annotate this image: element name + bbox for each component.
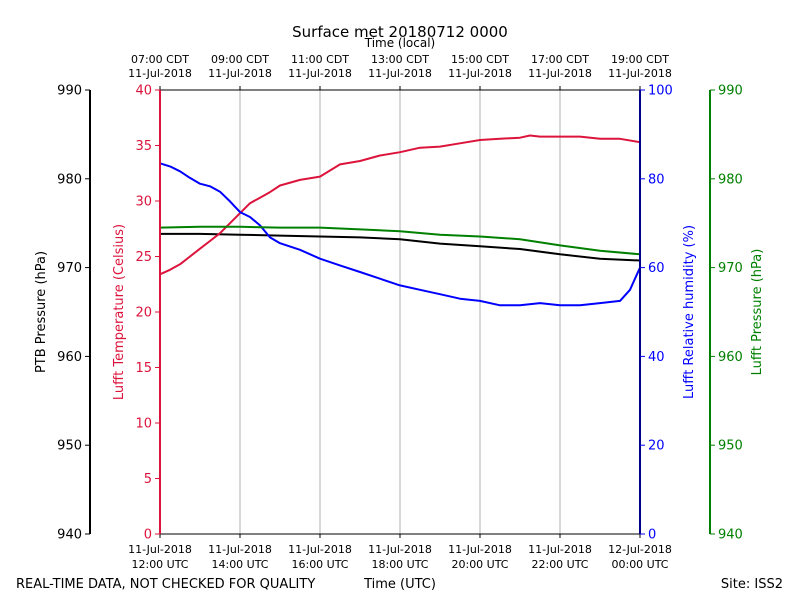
x-tick-label-local-time: 07:00 CDT [131,53,189,66]
temp-tick-label: 30 [135,195,152,210]
rh-tick-label: 60 [648,261,665,276]
x-tick-label-local-date: 11-Jul-2018 [288,67,352,80]
ptb-tick-label: 970 [57,261,82,276]
grid [239,90,561,534]
x-tick-label-local-time: 15:00 CDT [451,53,509,66]
lufft_p-tick-label: 990 [718,84,743,99]
ptb-tick-label: 980 [57,172,82,187]
x-tick-label-utc-time: 22:00 UTC [531,558,588,571]
x-tick-label-utc-time: 20:00 UTC [451,558,508,571]
lufft_p-tick-label: 960 [718,350,743,365]
temp-tick-label: 15 [135,361,152,376]
lufft_p-tick-label: 940 [718,528,743,543]
x-tick-label-local-date: 11-Jul-2018 [368,67,432,80]
x-tick-label-utc-date: 11-Jul-2018 [288,543,352,556]
rh-tick-label: 40 [648,350,665,365]
x-tick-label-local-date: 11-Jul-2018 [448,67,512,80]
ptb-tick-label: 950 [57,439,82,454]
x-tick-label-local-time: 17:00 CDT [531,53,589,66]
rh-tick-label: 100 [648,84,673,99]
x-tick-label-utc-time: 12:00 UTC [131,558,188,571]
chart-title: Surface met 20180712 0000 [292,23,508,41]
rh-axis-label: Lufft Relative humidity (%) [682,225,697,399]
rh-tick-label: 0 [648,528,656,543]
x-tick-label-utc-time: 16:00 UTC [291,558,348,571]
x-tick-label-local-time: 13:00 CDT [371,53,429,66]
temp-tick-label: 20 [135,306,152,321]
x-tick-label-utc-date: 12-Jul-2018 [608,543,672,556]
quality-disclaimer: REAL-TIME DATA, NOT CHECKED FOR QUALITY [16,577,315,592]
x-tick-label-local-date: 11-Jul-2018 [608,67,672,80]
temp-tick-label: 5 [144,472,152,487]
x-tick-label-utc-date: 11-Jul-2018 [208,543,272,556]
x-tick-label-utc-date: 11-Jul-2018 [528,543,592,556]
temp-tick-label: 0 [144,528,152,543]
x-tick-label-local-date: 11-Jul-2018 [128,67,192,80]
x-tick-label-utc-time: 00:00 UTC [611,558,668,571]
x-tick-label-local-time: 09:00 CDT [211,53,269,66]
rh-tick-label: 20 [648,439,665,454]
x-tick-label-utc-time: 18:00 UTC [371,558,428,571]
x-tick-label-utc-date: 11-Jul-2018 [128,543,192,556]
temp-axis-label: Lufft Temperature (Celsius) [112,224,127,400]
x-tick-label-utc-date: 11-Jul-2018 [448,543,512,556]
series-layer [159,134,641,307]
temp-tick-label: 40 [135,84,152,99]
lufft-pressure-axis-label: Lufft Pressure (hPa) [750,249,765,376]
series-line-lufft_p [159,225,641,256]
rh-tick-label: 80 [648,172,665,187]
x-tick-label-local-date: 11-Jul-2018 [528,67,592,80]
site-label: Site: ISS2 [721,577,783,592]
lufft_p-tick-label: 980 [718,172,743,187]
temp-tick-label: 35 [135,139,152,154]
x-tick-label-local-time: 11:00 CDT [291,53,349,66]
ptb-tick-label: 940 [57,528,82,543]
series-line-ptb [160,232,641,262]
series-line-rh [159,162,641,307]
lufft_p-tick-label: 950 [718,439,743,454]
top-axis-title: Time (local) [364,36,436,50]
ptb-axis-label: PTB Pressure (hPa) [34,251,49,373]
ptb-tick-label: 990 [57,84,82,99]
x-tick-label-utc-time: 14:00 UTC [211,558,268,571]
bottom-axis-title: Time (UTC) [363,577,436,592]
x-tick-label-local-time: 19:00 CDT [611,53,669,66]
ptb-tick-label: 960 [57,350,82,365]
lufft_p-tick-label: 970 [718,261,743,276]
x-tick-label-local-date: 11-Jul-2018 [208,67,272,80]
temp-tick-label: 10 [135,417,152,432]
temp-tick-label: 25 [135,250,152,265]
x-tick-label-utc-date: 11-Jul-2018 [368,543,432,556]
series-line-temp [159,134,641,276]
